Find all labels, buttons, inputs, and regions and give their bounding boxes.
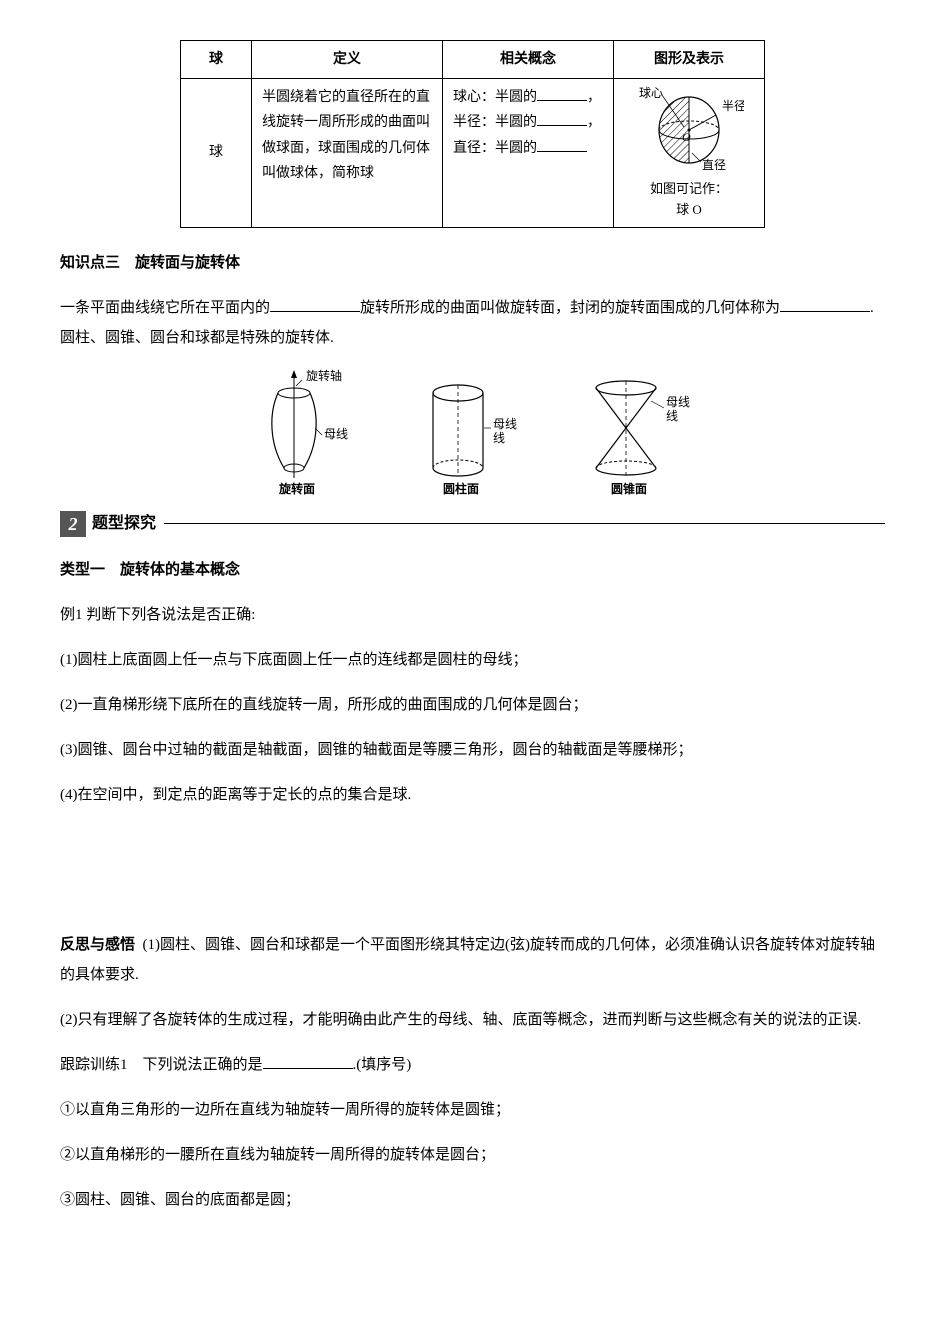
reflection-label: 反思与感悟 bbox=[60, 937, 135, 953]
svg-text:母线: 母线 bbox=[493, 417, 517, 431]
followup-pre: 跟踪训练1 下列说法正确的是 bbox=[60, 1057, 263, 1073]
label-radius: 半径 bbox=[722, 99, 744, 113]
sphere-definition-table: 球 定义 相关概念 图形及表示 球 半圆绕着它的直径所在的直线旋转一周所形成的曲… bbox=[180, 40, 765, 228]
figure-caption1: 如图可记作： bbox=[624, 179, 754, 200]
label-center: 球心 bbox=[639, 86, 663, 100]
reflection-p1: 反思与感悟 (1)圆柱、圆锥、圆台和球都是一个平面图形绕其特定边(弦)旋转而成的… bbox=[60, 930, 885, 990]
example1-label: 例1 判断下列各说法是否正确: bbox=[60, 600, 885, 630]
box-num-2: 2 bbox=[60, 511, 86, 537]
box-line bbox=[164, 523, 885, 524]
s3-post: 旋转所形成的曲面叫做旋转面，封闭的旋转面围成的几何体称为 bbox=[360, 300, 780, 316]
radius-text: 半径：半圆的 bbox=[453, 115, 537, 130]
blank-center bbox=[537, 86, 587, 101]
th-sphere: 球 bbox=[181, 41, 252, 79]
blank-answer bbox=[263, 1053, 353, 1069]
reflection-text1: (1)圆柱、圆锥、圆台和球都是一个平面图形绕其特定边(弦)旋转而成的几何体，必须… bbox=[60, 937, 875, 983]
blank-radius bbox=[537, 111, 587, 126]
row-label: 球 bbox=[181, 79, 252, 228]
diagram-row: 旋转轴 母线 旋转面 母线 线 圆柱面 母线 线 圆锥面 bbox=[60, 368, 885, 498]
box-title-2: 题型探究 bbox=[92, 508, 156, 540]
section3-heading: 知识点三 旋转面与旋转体 bbox=[60, 248, 885, 278]
svg-text:圆锥面: 圆锥面 bbox=[611, 481, 647, 496]
concepts-cell: 球心：半圆的， 半径：半圆的， 直径：半圆的 bbox=[443, 79, 614, 228]
reflection-p2: (2)只有理解了各旋转体的生成过程，才能明确由此产生的母线、轴、底面等概念，进而… bbox=[60, 1005, 885, 1035]
section3-body: 一条平面曲线绕它所在平面内的 旋转所形成的曲面叫做旋转面，封闭的旋转面围成的几何体… bbox=[60, 293, 885, 353]
item1: (1)圆柱上底面圆上任一点与下底面圆上任一点的连线都是圆柱的母线； bbox=[60, 645, 885, 675]
opt1: ①以直角三角形的一边所在直线为轴旋转一周所得的旋转体是圆锥； bbox=[60, 1095, 885, 1125]
opt2: ②以直角梯形的一腰所在直线为轴旋转一周所得的旋转体是圆台； bbox=[60, 1140, 885, 1170]
figure-cell: 球心 半径 O 直径 如图可记作： 球 O bbox=[614, 79, 765, 228]
svg-text:线: 线 bbox=[666, 409, 678, 423]
th-definition: 定义 bbox=[252, 41, 443, 79]
followup-post: .(填序号) bbox=[353, 1057, 412, 1073]
blank-body bbox=[780, 296, 870, 312]
s3-pre: 一条平面曲线绕它所在平面内的 bbox=[60, 300, 270, 316]
blank-axis bbox=[270, 296, 360, 312]
item2: (2)一直角梯形绕下底所在的直线旋转一周，所形成的曲面围成的几何体是圆台； bbox=[60, 690, 885, 720]
center-text: 球心：半圆的 bbox=[453, 90, 537, 105]
svg-text:旋转面: 旋转面 bbox=[278, 481, 315, 496]
svg-text:线: 线 bbox=[493, 431, 505, 445]
opt3: ③圆柱、圆锥、圆台的底面都是圆； bbox=[60, 1185, 885, 1215]
blank-diameter bbox=[537, 137, 587, 152]
diagram-cylinder: 母线 线 圆柱面 bbox=[408, 368, 528, 498]
type1-heading: 类型一 旋转体的基本概念 bbox=[60, 555, 885, 585]
figure-caption2: 球 O bbox=[624, 200, 754, 221]
item4: (4)在空间中，到定点的距离等于定长的点的集合是球. bbox=[60, 780, 885, 810]
diameter-text: 直径：半圆的 bbox=[453, 141, 537, 156]
th-figure: 图形及表示 bbox=[614, 41, 765, 79]
svg-text:旋转轴: 旋转轴 bbox=[306, 368, 342, 383]
label-o: O bbox=[682, 130, 691, 144]
th-concepts: 相关概念 bbox=[443, 41, 614, 79]
svg-text:母线: 母线 bbox=[666, 395, 690, 409]
label-diameter: 直径 bbox=[702, 158, 726, 172]
svg-text:母线: 母线 bbox=[324, 427, 348, 441]
svg-text:圆柱面: 圆柱面 bbox=[443, 481, 479, 496]
box-heading-2: 2 题型探究 bbox=[60, 508, 885, 540]
diagram-rotation-surface: 旋转轴 母线 旋转面 bbox=[244, 368, 364, 498]
definition-cell: 半圆绕着它的直径所在的直线旋转一周所形成的曲面叫做球面，球面围成的几何体叫做球体… bbox=[252, 79, 443, 228]
sphere-diagram: 球心 半径 O 直径 bbox=[634, 85, 744, 175]
diagram-cone: 母线 线 圆锥面 bbox=[571, 368, 701, 498]
followup-prompt: 跟踪训练1 下列说法正确的是 .(填序号) bbox=[60, 1050, 885, 1080]
item3: (3)圆锥、圆台中过轴的截面是轴截面，圆锥的轴截面是等腰三角形，圆台的轴截面是等… bbox=[60, 735, 885, 765]
